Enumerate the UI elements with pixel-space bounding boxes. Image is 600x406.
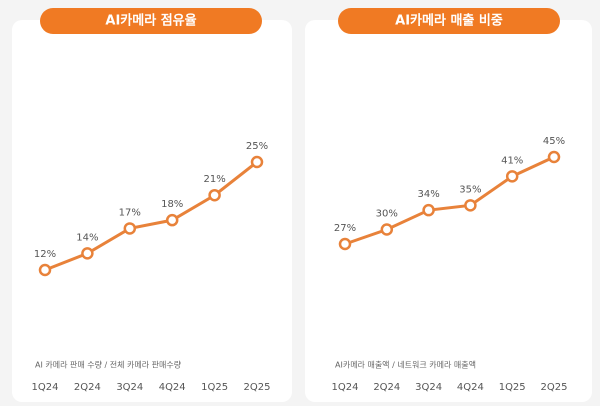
value-label: 27% [334, 223, 356, 234]
marker [81, 247, 94, 260]
card [305, 20, 592, 402]
footnote: AI카메라 매출액 / 네트워크 카메라 매출액 [335, 360, 476, 370]
x-tick-label: 4Q24 [159, 382, 186, 393]
marker [123, 222, 137, 235]
marker [380, 223, 394, 236]
marker [250, 155, 264, 169]
x-tick-label: 2Q24 [74, 382, 101, 393]
x-tick-label: 1Q24 [32, 382, 59, 393]
value-label: 34% [417, 189, 439, 200]
x-tick-label: 1Q25 [499, 382, 526, 393]
value-label: 17% [119, 207, 141, 218]
marker [208, 188, 221, 202]
value-label: 21% [203, 174, 225, 185]
marker [464, 199, 477, 212]
value-label: 18% [161, 199, 183, 210]
x-tick-label: 3Q24 [116, 382, 143, 393]
marker [422, 203, 435, 217]
footnote: AI 카메라 판매 수량 / 전체 카메라 판매수량 [35, 360, 182, 370]
marker [547, 150, 561, 164]
chart-title: AI카메라 점유율 [105, 13, 196, 29]
x-tick-label: 1Q25 [201, 382, 228, 393]
value-label: 35% [459, 184, 481, 195]
marker [505, 170, 519, 183]
x-tick-label: 1Q24 [332, 382, 359, 393]
value-label: 41% [501, 155, 523, 166]
x-tick-label: 2Q25 [541, 382, 568, 393]
value-label: 14% [76, 232, 98, 243]
x-tick-label: 2Q24 [373, 382, 400, 393]
marker [165, 213, 179, 227]
value-label: 45% [543, 136, 565, 147]
title-pill [338, 8, 560, 34]
marker [38, 263, 52, 277]
marker [338, 237, 352, 251]
x-tick-label: 4Q24 [457, 382, 484, 393]
x-tick-label: 2Q25 [244, 382, 271, 393]
line [44, 160, 258, 272]
value-label: 12% [34, 249, 56, 260]
value-label: 25% [246, 141, 268, 152]
title-pill [40, 8, 262, 34]
value-label: 30% [376, 209, 398, 220]
x-tick-label: 3Q24 [415, 382, 442, 393]
chart-title: AI카메라 매출 비중 [395, 13, 503, 29]
card [12, 20, 292, 402]
line [344, 155, 555, 246]
